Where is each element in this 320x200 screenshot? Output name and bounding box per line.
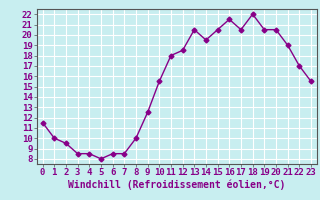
X-axis label: Windchill (Refroidissement éolien,°C): Windchill (Refroidissement éolien,°C) [68, 180, 285, 190]
